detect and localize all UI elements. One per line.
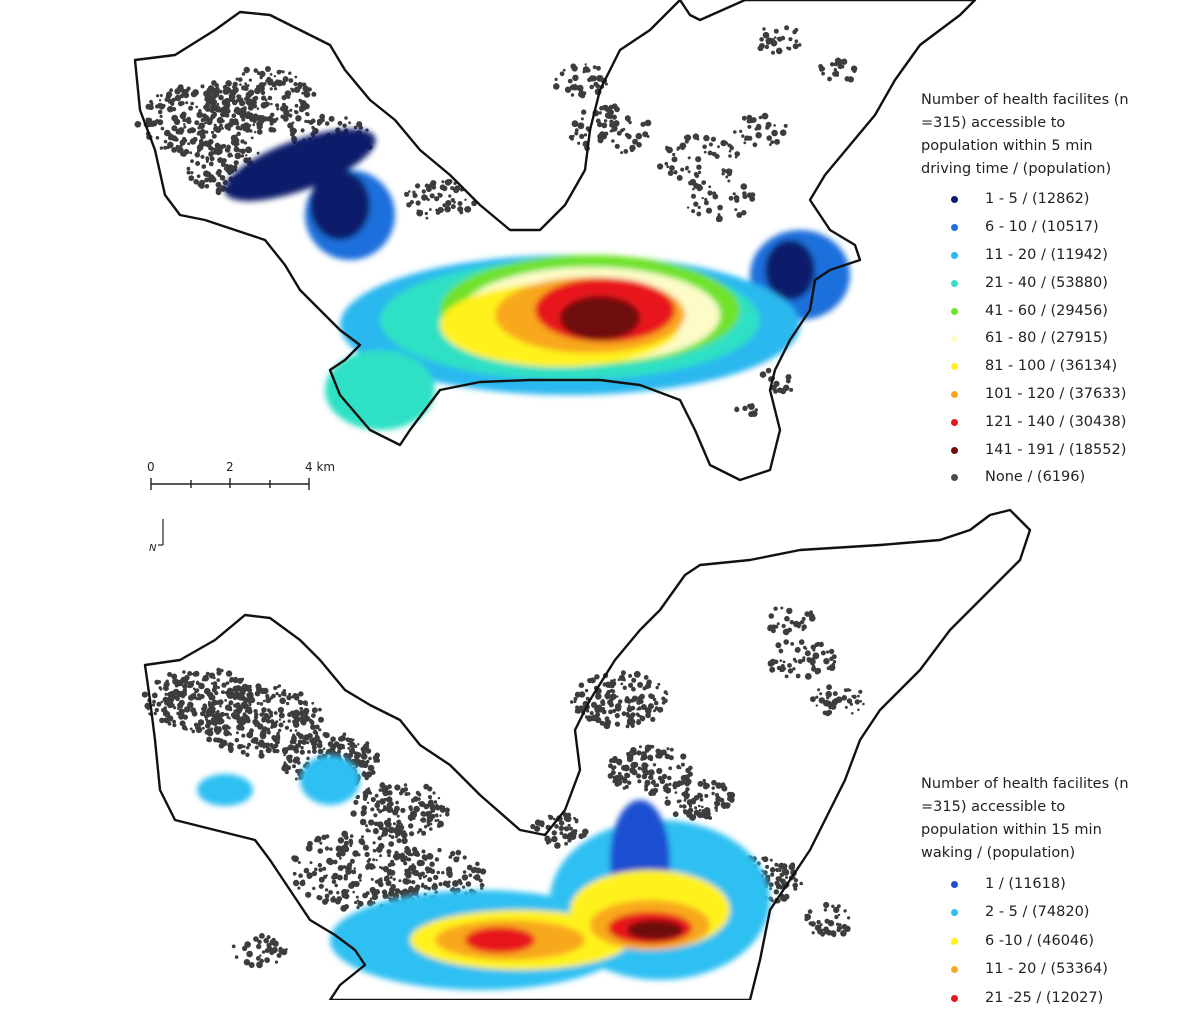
legend-swatch <box>951 994 958 1002</box>
legend-swatch <box>951 880 958 888</box>
legend-0-item: 121 - 140 / (30438) <box>951 408 1141 436</box>
legend-swatch <box>951 224 958 232</box>
legend-label: 6 - 10 / (10517) <box>985 219 1099 236</box>
legend-label: None / (6196) <box>985 469 1086 486</box>
legend-1-item: 2 - 5 / (74820) <box>951 899 1141 928</box>
north-arrow: N <box>149 519 164 554</box>
scale-label-4km: 4 km <box>305 460 336 474</box>
legend-0-item: 141 - 191 / (18552) <box>951 436 1141 464</box>
map-top <box>133 0 977 482</box>
legend-0-item: 6 - 10 / (10517) <box>951 214 1141 242</box>
legend-bottom-items: 1 / (11618) 2 - 5 / (74820) 6 -10 / (46046… <box>921 870 1141 1013</box>
legend-0-item: 101 - 120 / (37633) <box>951 381 1141 409</box>
legend-0-item: None / (6196) <box>951 464 1141 492</box>
legend-label: 2 - 5 / (74820) <box>985 904 1090 921</box>
legend-label: 1 / (11618) <box>985 875 1066 892</box>
legend-label: 11 - 20 / (11942) <box>985 246 1108 263</box>
legend-swatch <box>951 937 958 945</box>
legend-top-title: Number of health facilites (n =315) acce… <box>921 92 1129 177</box>
legend-1-item: 1 / (11618) <box>951 870 1141 899</box>
legend-label: 121 - 140 / (30438) <box>985 413 1127 430</box>
scale-label-0: 0 <box>147 460 155 474</box>
legend-1-item: 6 -10 / (46046) <box>951 927 1141 956</box>
scale-label-2: 2 <box>226 460 234 474</box>
legend-swatch <box>951 363 958 371</box>
legend-bottom: Number of health facilites (n =315) acce… <box>921 773 1141 1013</box>
map-bottom <box>141 508 1032 1000</box>
scale-bar <box>150 478 310 490</box>
legend-0-item: 81 - 100 / (36134) <box>951 353 1141 381</box>
legend-0-item: 21 - 40 / (53880) <box>951 269 1141 297</box>
legend-1-item: 11 - 20 / (53364) <box>951 956 1141 985</box>
legend-label: 41 - 60 / (29456) <box>985 302 1108 319</box>
legend-label: 141 - 191 / (18552) <box>985 441 1127 458</box>
legend-swatch <box>951 251 958 259</box>
legend-top-items: 1 - 5 / (12862) 6 - 10 / (10517) 11 - 20 /… <box>921 186 1141 492</box>
legend-swatch <box>951 196 958 204</box>
legend-top: Number of health facilites (n =315) acce… <box>921 89 1141 492</box>
legend-label: 1 - 5 / (12862) <box>985 191 1090 208</box>
legend-label: 6 -10 / (46046) <box>985 932 1095 949</box>
legend-swatch <box>951 390 958 398</box>
legend-0-item: 61 - 80 / (27915) <box>951 325 1141 353</box>
legend-0-item: 41 - 60 / (29456) <box>951 297 1141 325</box>
legend-bottom-title: Number of health facilites (n =315) acce… <box>921 776 1129 861</box>
accessibility-surface-top <box>224 128 850 430</box>
legend-label: 11 - 20 / (53364) <box>985 961 1108 978</box>
legend-label: 81 - 100 / (36134) <box>985 358 1118 375</box>
city-boundary-top <box>133 0 977 482</box>
unserved-settlements-top <box>134 25 858 418</box>
accessibility-surface-bottom <box>197 755 770 990</box>
city-boundary-bottom <box>143 508 1032 1000</box>
unserved-settlements-bottom <box>141 606 865 969</box>
legend-swatch <box>951 474 958 482</box>
legend-label: 61 - 80 / (27915) <box>985 330 1108 347</box>
legend-swatch <box>951 335 958 343</box>
legend-swatch <box>951 418 958 426</box>
legend-swatch <box>951 909 958 917</box>
legend-0-item: 1 - 5 / (12862) <box>951 186 1141 214</box>
legend-label: 21 -25 / (12027) <box>985 989 1104 1006</box>
legend-label: 101 - 120 / (37633) <box>985 385 1127 402</box>
legend-0-item: 11 - 20 / (11942) <box>951 242 1141 270</box>
legend-1-item: 21 -25 / (12027) <box>951 984 1141 1013</box>
north-arrow-label: N <box>149 543 157 554</box>
legend-swatch <box>951 307 958 315</box>
legend-swatch <box>951 966 958 974</box>
legend-swatch <box>951 446 958 454</box>
legend-swatch <box>951 279 958 287</box>
legend-label: 21 - 40 / (53880) <box>985 274 1108 291</box>
